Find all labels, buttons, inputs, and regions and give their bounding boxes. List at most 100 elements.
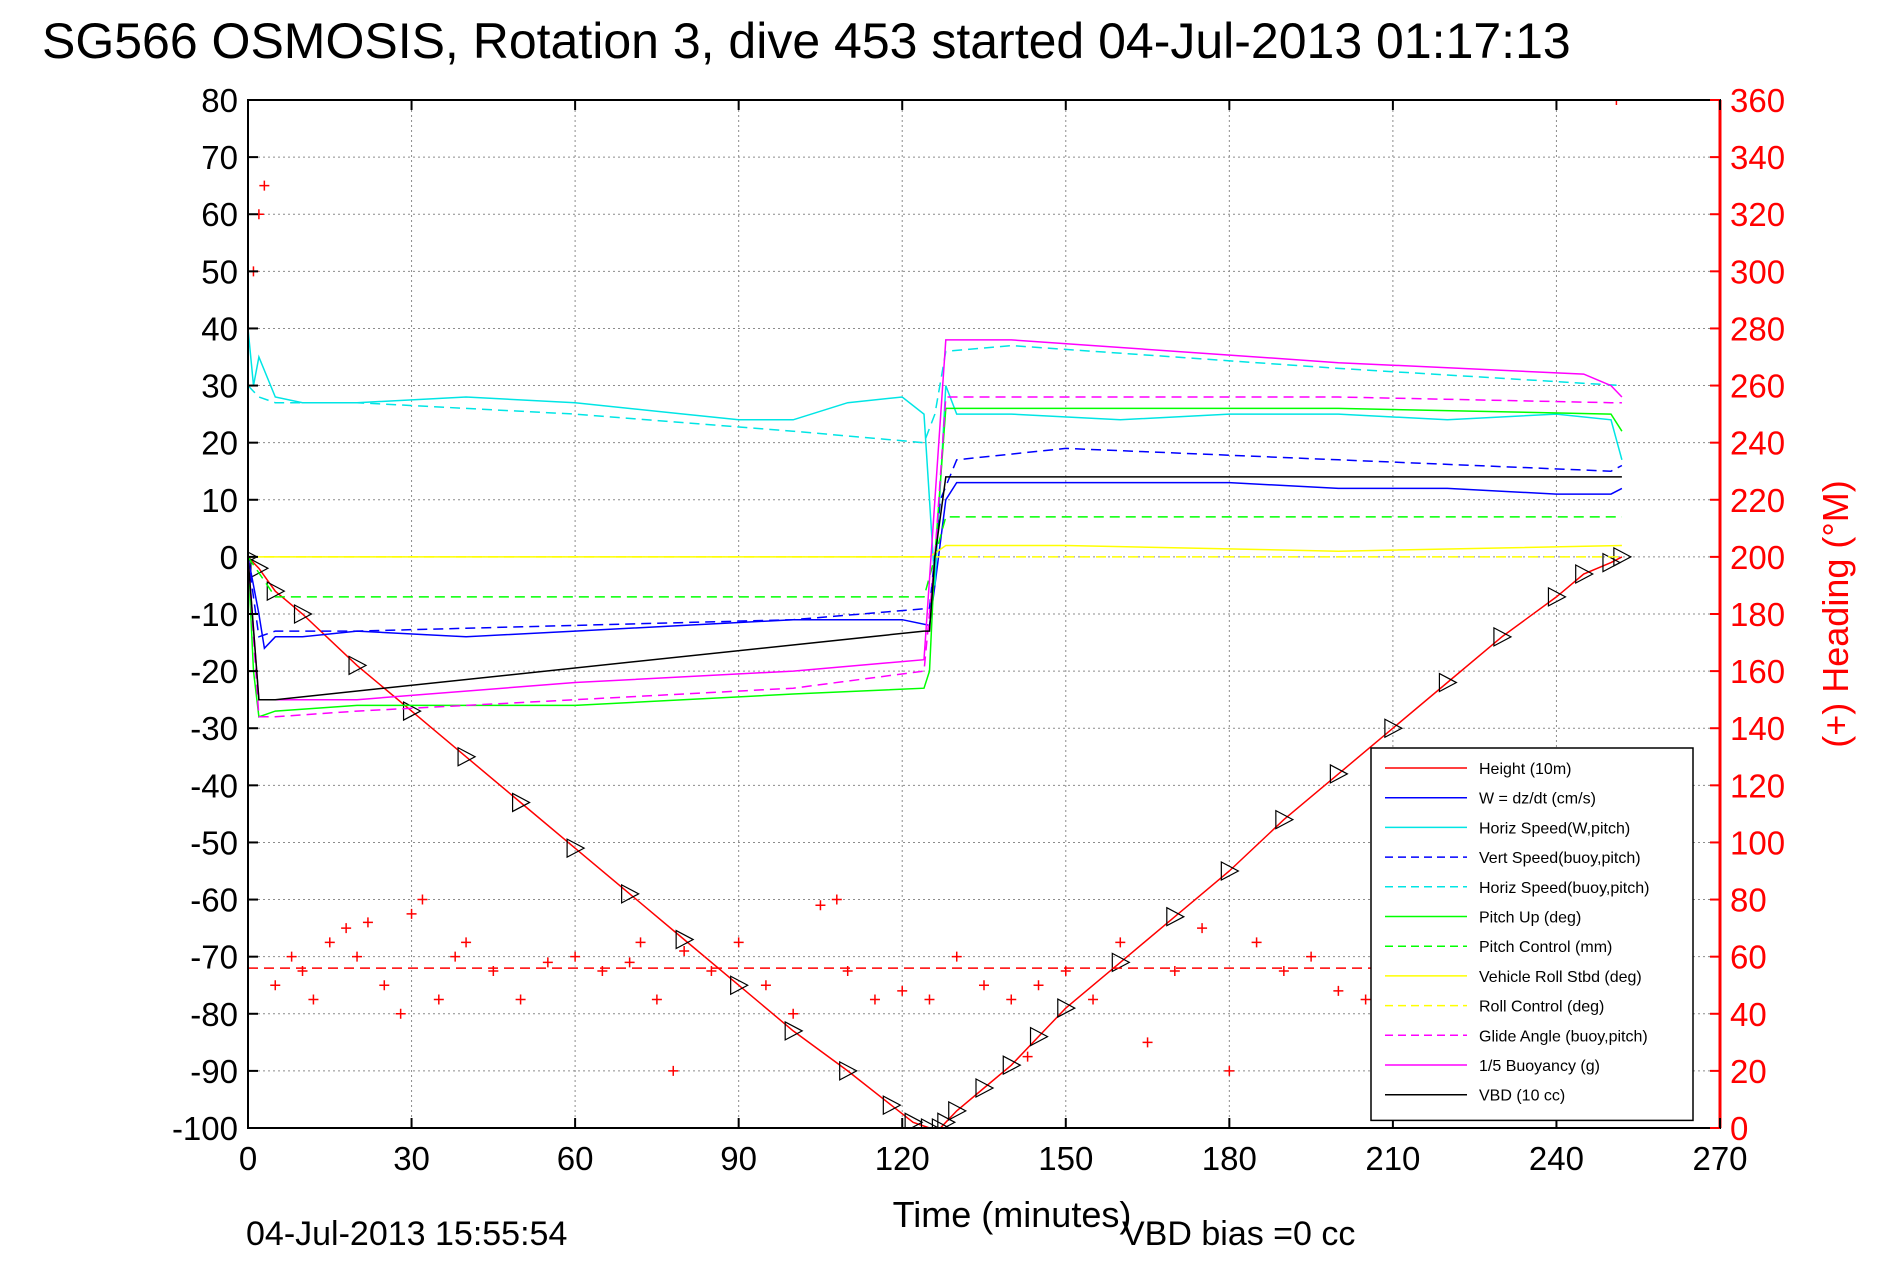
- heading-point: [515, 994, 526, 1005]
- heading-point: [341, 923, 352, 934]
- y-tick-label: 80: [201, 82, 238, 119]
- heading-point: [1022, 1051, 1033, 1062]
- y2-tick-label: 260: [1730, 368, 1785, 405]
- heading-point: [1224, 1065, 1235, 1076]
- height-marker: [1166, 906, 1186, 927]
- height-marker: [948, 1100, 968, 1121]
- left-axis: 80 70 60 50 40 30 20 10 0 -10 -20 -30 -40 -50 -60 -70 -8…: [172, 82, 258, 1147]
- series-line-horiz-speed-buoy-pitch: [248, 344, 1622, 444]
- legend-entry: Pitch Up (deg): [1479, 910, 1581, 927]
- height-marker: [1329, 763, 1349, 784]
- x-tick-label: 270: [1692, 1140, 1747, 1177]
- y-tick-label: -10: [190, 596, 238, 633]
- y-tick-label: -40: [190, 767, 238, 804]
- y-tick-label: 60: [201, 196, 238, 233]
- heading-point: [1333, 985, 1344, 996]
- y-tick-label: 40: [201, 310, 238, 347]
- x-tick-label: 90: [720, 1140, 757, 1177]
- y2-tick-label: 100: [1730, 824, 1785, 861]
- series-line-vert-speed-buoy-pitch: [248, 447, 1623, 638]
- heading-point: [324, 937, 335, 948]
- series-line-pitch-control-mm: [248, 516, 1622, 598]
- heading-point: [417, 894, 428, 905]
- heading-point: [951, 951, 962, 962]
- series-line-vbd-10-cc: [248, 476, 1622, 701]
- x-axis-label: Time (minutes): [893, 1194, 1132, 1235]
- y2-tick-label: 220: [1730, 482, 1785, 519]
- heading-point: [308, 994, 319, 1005]
- y2-tick-label: 60: [1730, 939, 1767, 976]
- y-tick-label: 70: [201, 139, 238, 176]
- legend: Height (10m) W = dz/dt (cm/s) Horiz Speed(…: [1370, 747, 1694, 1122]
- heading-point: [831, 894, 842, 905]
- height-marker: [975, 1078, 995, 1099]
- heading-point: [815, 900, 826, 911]
- heading-point: [869, 994, 880, 1005]
- height-marker: [675, 929, 695, 950]
- legend-entry: VBD (10 cc): [1479, 1088, 1565, 1105]
- heading-point: [395, 1008, 406, 1019]
- legend-entry: 1/5 Buoyancy (g): [1479, 1058, 1600, 1075]
- height-marker: [1575, 564, 1594, 585]
- height-marker: [1002, 1055, 1022, 1076]
- height-marker: [1111, 952, 1131, 973]
- series-line-w-dz-dt-cm-s: [248, 481, 1623, 650]
- x-tick-label: 150: [1038, 1140, 1093, 1177]
- y2-tick-label: 280: [1730, 310, 1785, 347]
- x-tick-label: 60: [557, 1140, 594, 1177]
- heading-point: [668, 1065, 679, 1076]
- heading-point: [651, 994, 662, 1005]
- heading-point: [270, 980, 281, 991]
- heading-point: [924, 994, 935, 1005]
- bottom-axis: 0 30 60 90 120 150 180 210 240 270: [239, 100, 1748, 1177]
- right-axis: 3603403203002802602402202001801601401201…: [1710, 82, 1785, 1147]
- y-tick-label: -90: [190, 1053, 238, 1090]
- legend-entry: Horiz Speed(buoy,pitch): [1479, 880, 1649, 897]
- heading-point: [286, 951, 297, 962]
- height-marker: [1057, 998, 1077, 1019]
- height-marker: [1384, 718, 1404, 739]
- heading-point: [570, 951, 581, 962]
- heading-point: [406, 908, 417, 919]
- height-marker: [511, 792, 531, 813]
- y2-tick-label: 200: [1730, 539, 1785, 576]
- heading-point: [897, 985, 908, 996]
- series-line-1-5-buoyancy-g: [248, 339, 1623, 701]
- heading-point: [1088, 994, 1099, 1005]
- y-tick-label: -80: [190, 996, 238, 1033]
- series-line-glide-angle-buoy-pitch: [248, 396, 1622, 718]
- heading-point: [788, 1008, 799, 1019]
- y-tick-label: 50: [201, 253, 238, 290]
- legend-entry: Vehicle Roll Stbd (deg): [1479, 969, 1642, 986]
- heading-point: [461, 937, 472, 948]
- legend-entry: Glide Angle (buoy,pitch): [1479, 1028, 1648, 1045]
- y2-tick-label: 320: [1730, 196, 1785, 233]
- height-marker: [566, 838, 586, 859]
- heading-point: [635, 937, 646, 948]
- heading-point: [733, 937, 744, 948]
- height-marker: [937, 1112, 957, 1128]
- heading-point: [1611, 100, 1622, 105]
- heading-point: [760, 980, 771, 991]
- heading-point: [1278, 965, 1289, 976]
- height-marker: [839, 1060, 858, 1081]
- x-tick-label: 120: [875, 1140, 930, 1177]
- y2-tick-label: 180: [1730, 596, 1785, 633]
- y2-tick-label: 300: [1730, 253, 1785, 290]
- heading-point: [1360, 994, 1371, 1005]
- heading-point: [1306, 951, 1317, 962]
- legend-entry: Vert Speed(buoy,pitch): [1479, 850, 1641, 867]
- x-tick-label: 210: [1365, 1140, 1420, 1177]
- legend-entry: Height (10m): [1479, 761, 1571, 778]
- y-tick-label: 10: [201, 482, 238, 519]
- legend-entry: Roll Control (deg): [1479, 999, 1604, 1016]
- y2-tick-label: 340: [1730, 139, 1785, 176]
- heading-point: [259, 180, 270, 191]
- height-marker: [730, 975, 749, 996]
- height-marker: [1493, 626, 1513, 647]
- y2-tick-label: 40: [1730, 996, 1767, 1033]
- heading-point: [1197, 923, 1208, 934]
- heading-point: [1033, 980, 1044, 991]
- y-tick-label: -70: [190, 939, 238, 976]
- y-tick-label: -30: [190, 710, 238, 747]
